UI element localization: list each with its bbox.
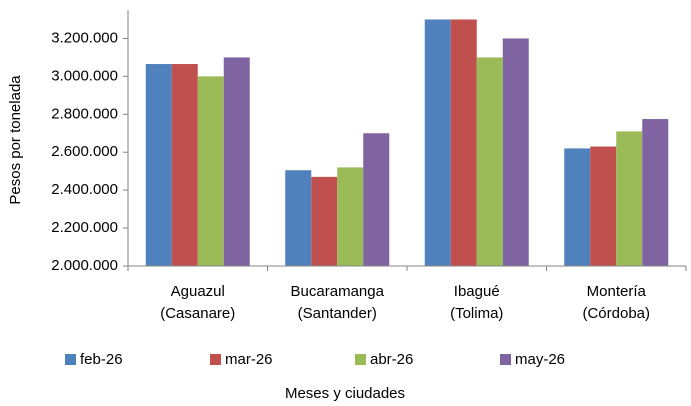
legend-label: abr-26 xyxy=(370,351,413,368)
bar xyxy=(476,57,503,266)
bar xyxy=(450,19,477,267)
bar xyxy=(424,19,451,267)
bar xyxy=(285,170,312,266)
bar xyxy=(145,64,172,267)
y-tick-label: 2.800.000 xyxy=(51,105,118,122)
x-tick-label-line: (Tolima) xyxy=(450,305,503,322)
legend-swatch xyxy=(65,354,76,365)
bar xyxy=(502,38,529,266)
x-tick-label-line: Montería xyxy=(587,283,647,300)
y-tick-label: 2.200.000 xyxy=(51,219,118,236)
x-tick-label-line: Ibagué xyxy=(454,283,500,300)
bar xyxy=(223,57,250,266)
x-tick-label-line: (Córdoba) xyxy=(582,305,650,322)
x-tick-label-line: (Santander) xyxy=(298,305,377,322)
x-tick-label-line: (Casanare) xyxy=(160,305,235,322)
legend-label: may-26 xyxy=(515,351,565,368)
x-axis-label: Meses y ciudades xyxy=(285,385,405,402)
legend-label: mar-26 xyxy=(225,351,273,368)
legend-swatch xyxy=(210,354,221,365)
bar xyxy=(616,131,643,266)
bar xyxy=(311,176,338,266)
y-axis-label: Pesos por tonelada xyxy=(7,75,24,205)
x-tick-label-line: Aguazul xyxy=(171,283,225,300)
bar xyxy=(171,64,198,267)
x-tick-label: Bucaramanga (Santander) xyxy=(291,283,385,322)
bar xyxy=(642,119,669,266)
x-tick-label: Ibagué (Tolima) xyxy=(450,283,503,322)
legend-swatch xyxy=(355,354,366,365)
bar xyxy=(197,76,224,267)
legend-swatch xyxy=(500,354,511,365)
bar xyxy=(590,146,617,266)
bar xyxy=(337,167,364,266)
legend-label: feb-26 xyxy=(80,351,123,368)
x-tick-label: Aguazul (Casanare) xyxy=(160,283,235,322)
y-tick-label: 3.000.000 xyxy=(51,67,118,84)
y-tick-label: 2.600.000 xyxy=(51,143,118,160)
x-tick-label-line: Bucaramanga xyxy=(291,283,385,300)
y-tick-label: 2.000.000 xyxy=(51,257,118,274)
bar xyxy=(363,133,390,266)
bar xyxy=(564,148,591,266)
y-tick-label: 3.200.000 xyxy=(51,29,118,46)
x-tick-label: Montería (Córdoba) xyxy=(582,283,650,322)
y-tick-label: 2.400.000 xyxy=(51,181,118,198)
